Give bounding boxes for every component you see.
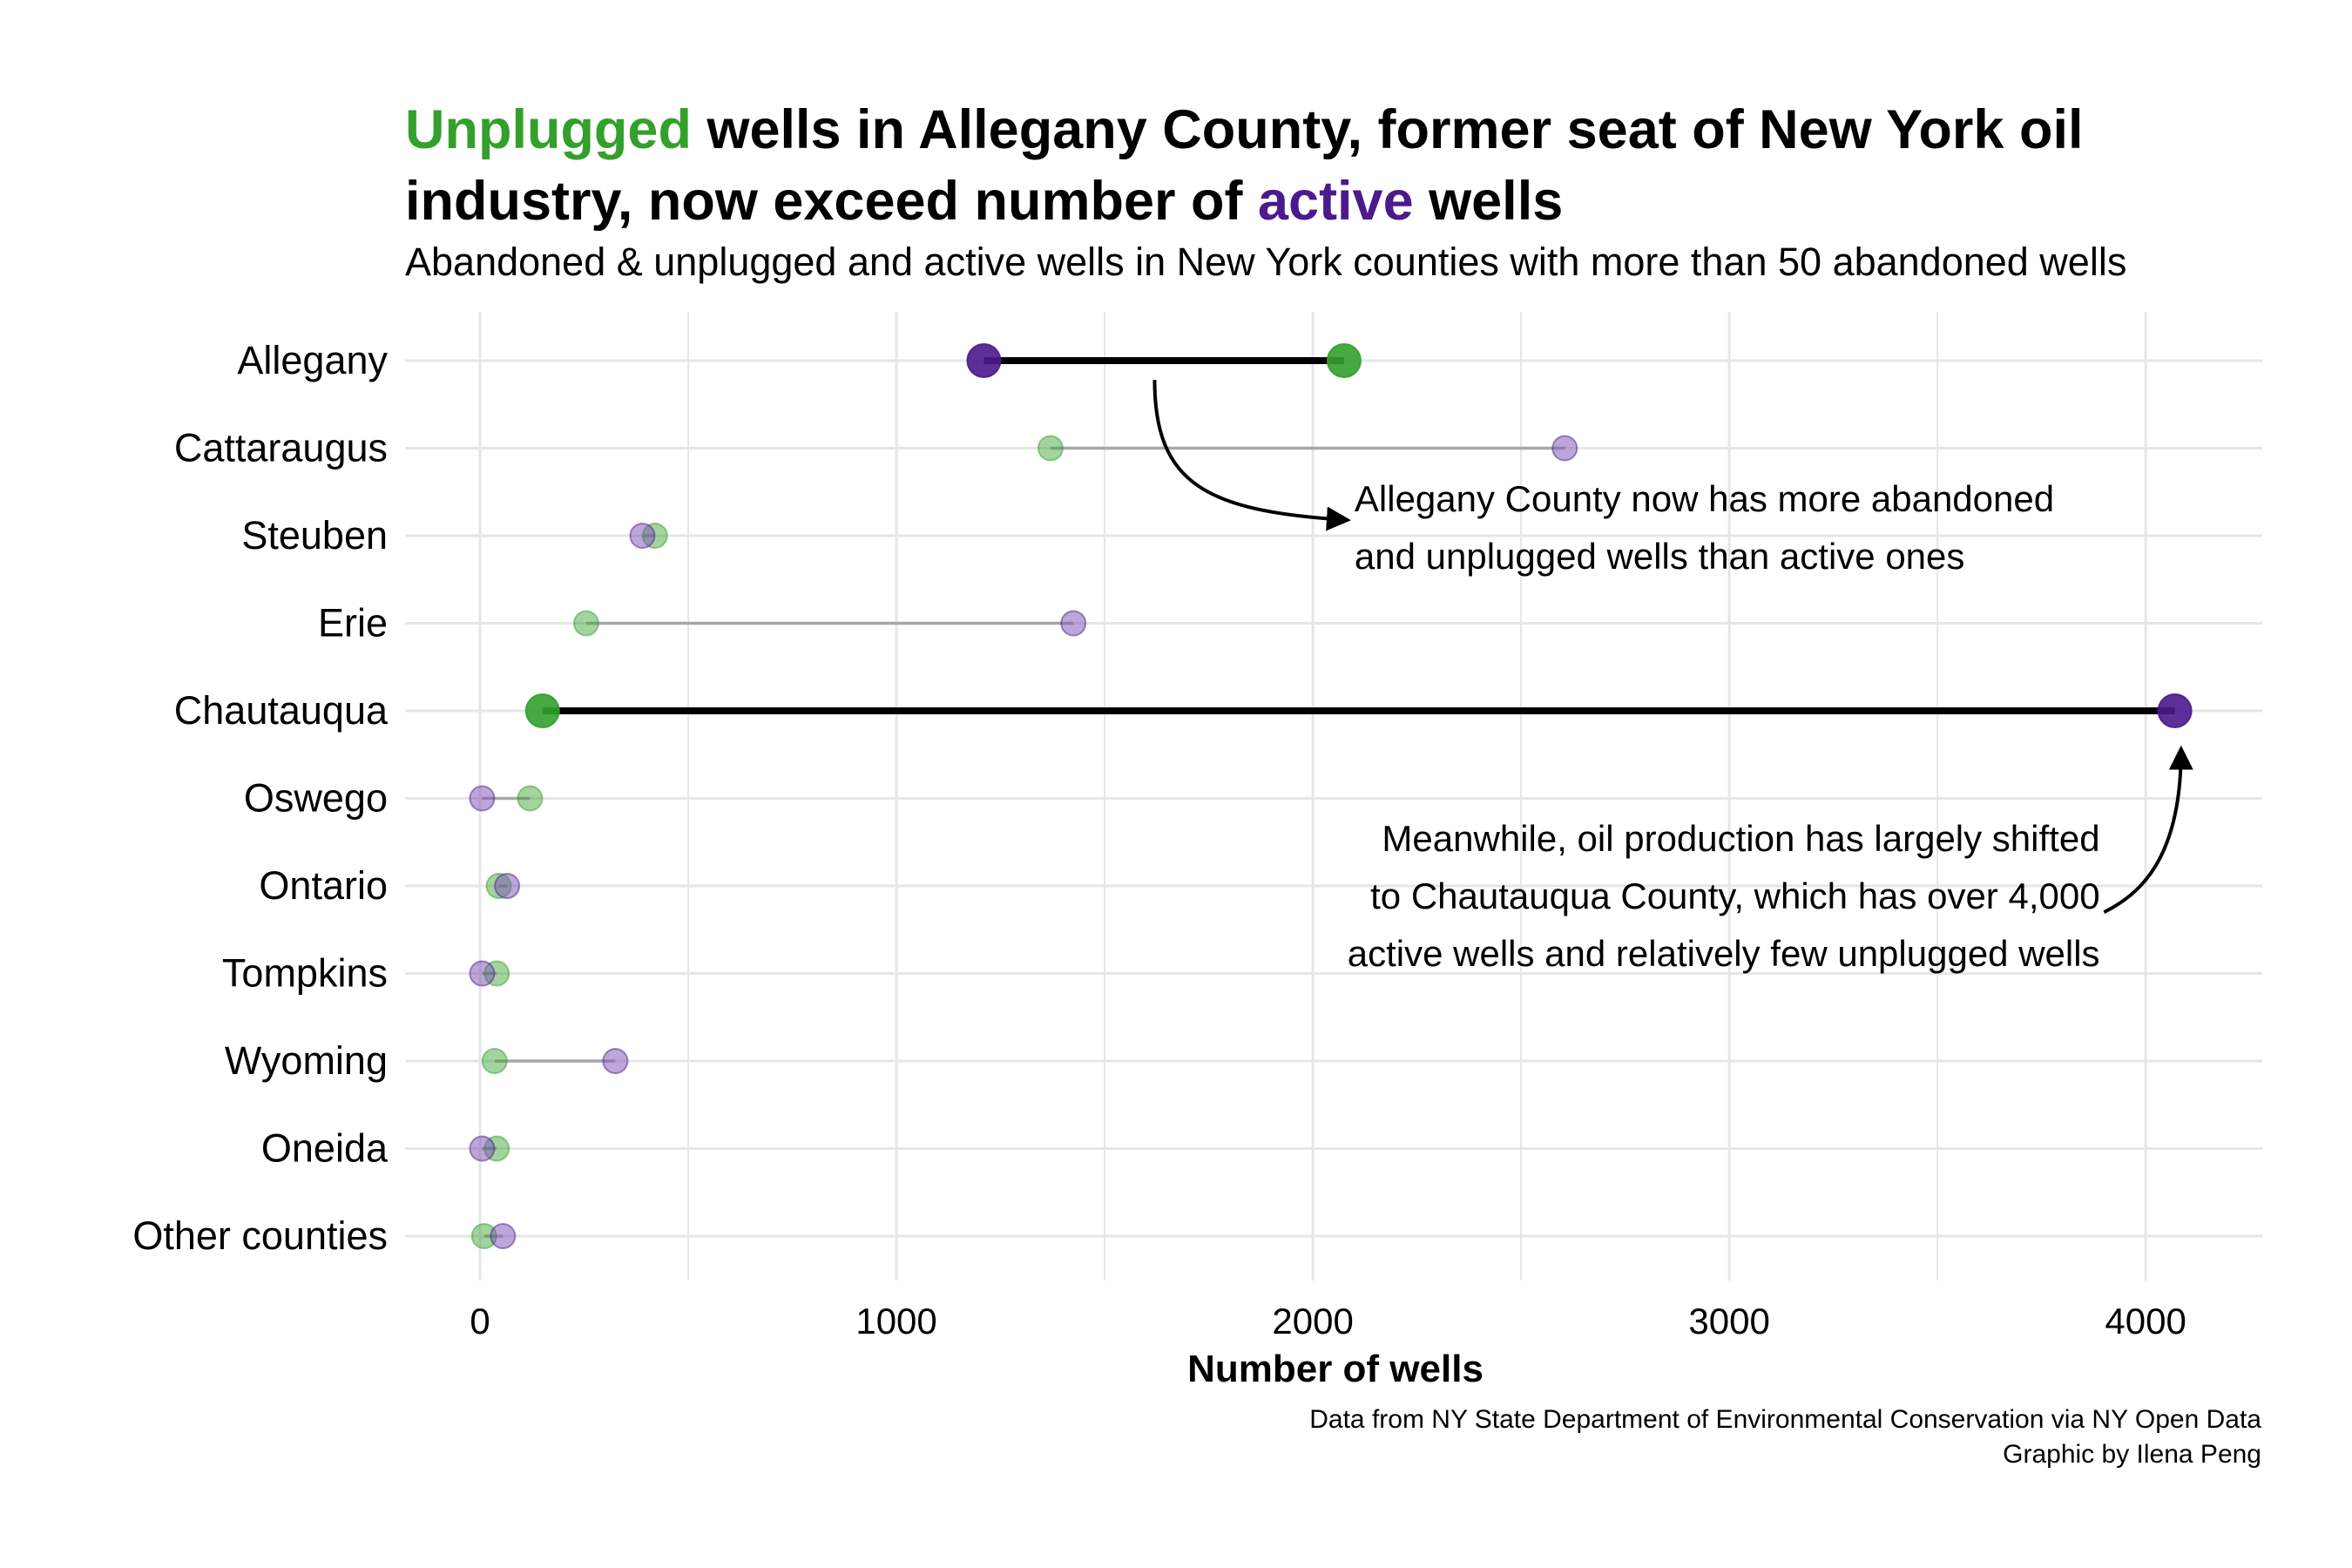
title-highlight-unplugged: Unplugged (405, 99, 692, 160)
x-tick-label: 0 (470, 1301, 490, 1342)
caption-credit: Graphic by Ilena Peng (2003, 1440, 2261, 1469)
annotation-text: and unplugged wells than active ones (1355, 536, 1965, 577)
y-category-label: Allegany (237, 338, 388, 382)
y-category-label: Oneida (261, 1126, 389, 1171)
caption-source: Data from NY State Department of Environ… (1309, 1405, 2261, 1434)
x-tick-label: 3000 (1688, 1301, 1769, 1342)
point-unplugged (524, 693, 560, 728)
point-unplugged (1037, 435, 1064, 462)
point-active (490, 1223, 517, 1249)
point-active (966, 343, 1002, 378)
y-category-label: Wyoming (225, 1038, 388, 1083)
annotation-text: active wells and relatively few unplugge… (1348, 933, 2100, 974)
connectors (482, 357, 2175, 1238)
chart-subtitle: Abandoned & unplugged and active wells i… (405, 240, 2127, 284)
data-points (469, 343, 2193, 1249)
title-text-middle: wells in Allegany County, former seat of… (405, 99, 2084, 232)
y-category-label: Oswego (244, 776, 388, 821)
y-category-label: Ontario (259, 863, 388, 908)
point-active (2157, 693, 2193, 728)
point-active (469, 785, 496, 812)
point-active (494, 873, 521, 899)
annotation-arrow (1152, 380, 1351, 531)
point-active (469, 1135, 496, 1162)
x-tick-label: 2000 (1272, 1301, 1353, 1342)
source-caption: Data from NY State Department of Environ… (1309, 1402, 2261, 1472)
point-unplugged (517, 785, 544, 812)
grid-lines (405, 312, 2262, 1281)
point-active (629, 523, 656, 549)
y-category-label: Steuben (241, 513, 388, 558)
y-category-label: Tompkins (222, 951, 388, 996)
point-active (1060, 610, 1087, 637)
y-category-label: Chautauqua (174, 688, 389, 733)
point-unplugged (1326, 343, 1362, 378)
annotation-text: Meanwhile, oil production has largely sh… (1382, 818, 2099, 859)
y-category-label: Other counties (132, 1213, 388, 1258)
annotation-arrow (2103, 745, 2193, 914)
annotation-text: Allegany County now has more abandoned (1355, 478, 2054, 519)
chart-title: Unplugged wells in Allegany County, form… (405, 94, 2278, 237)
point-active (1551, 435, 1578, 462)
title-text-end: wells (1413, 171, 1564, 232)
point-unplugged (572, 610, 599, 637)
title-highlight-active: active (1258, 171, 1414, 232)
annotation-text: to Chautauqua County, which has over 4,0… (1370, 875, 2099, 916)
x-axis-label: Number of wells (1187, 1348, 1484, 1390)
x-tick-label: 1000 (855, 1301, 936, 1342)
x-tick-label: 4000 (2105, 1301, 2186, 1342)
y-category-label: Cattaraugus (174, 426, 388, 470)
point-unplugged (481, 1048, 508, 1074)
annotations: Allegany County now has more abandoned an… (1152, 380, 2193, 974)
point-active (602, 1048, 629, 1074)
y-category-label: Erie (318, 601, 388, 645)
axis-labels: 0 1000 2000 3000 4000 Allegany Cattaraugus Steu… (132, 338, 2186, 1342)
point-active (469, 960, 496, 987)
